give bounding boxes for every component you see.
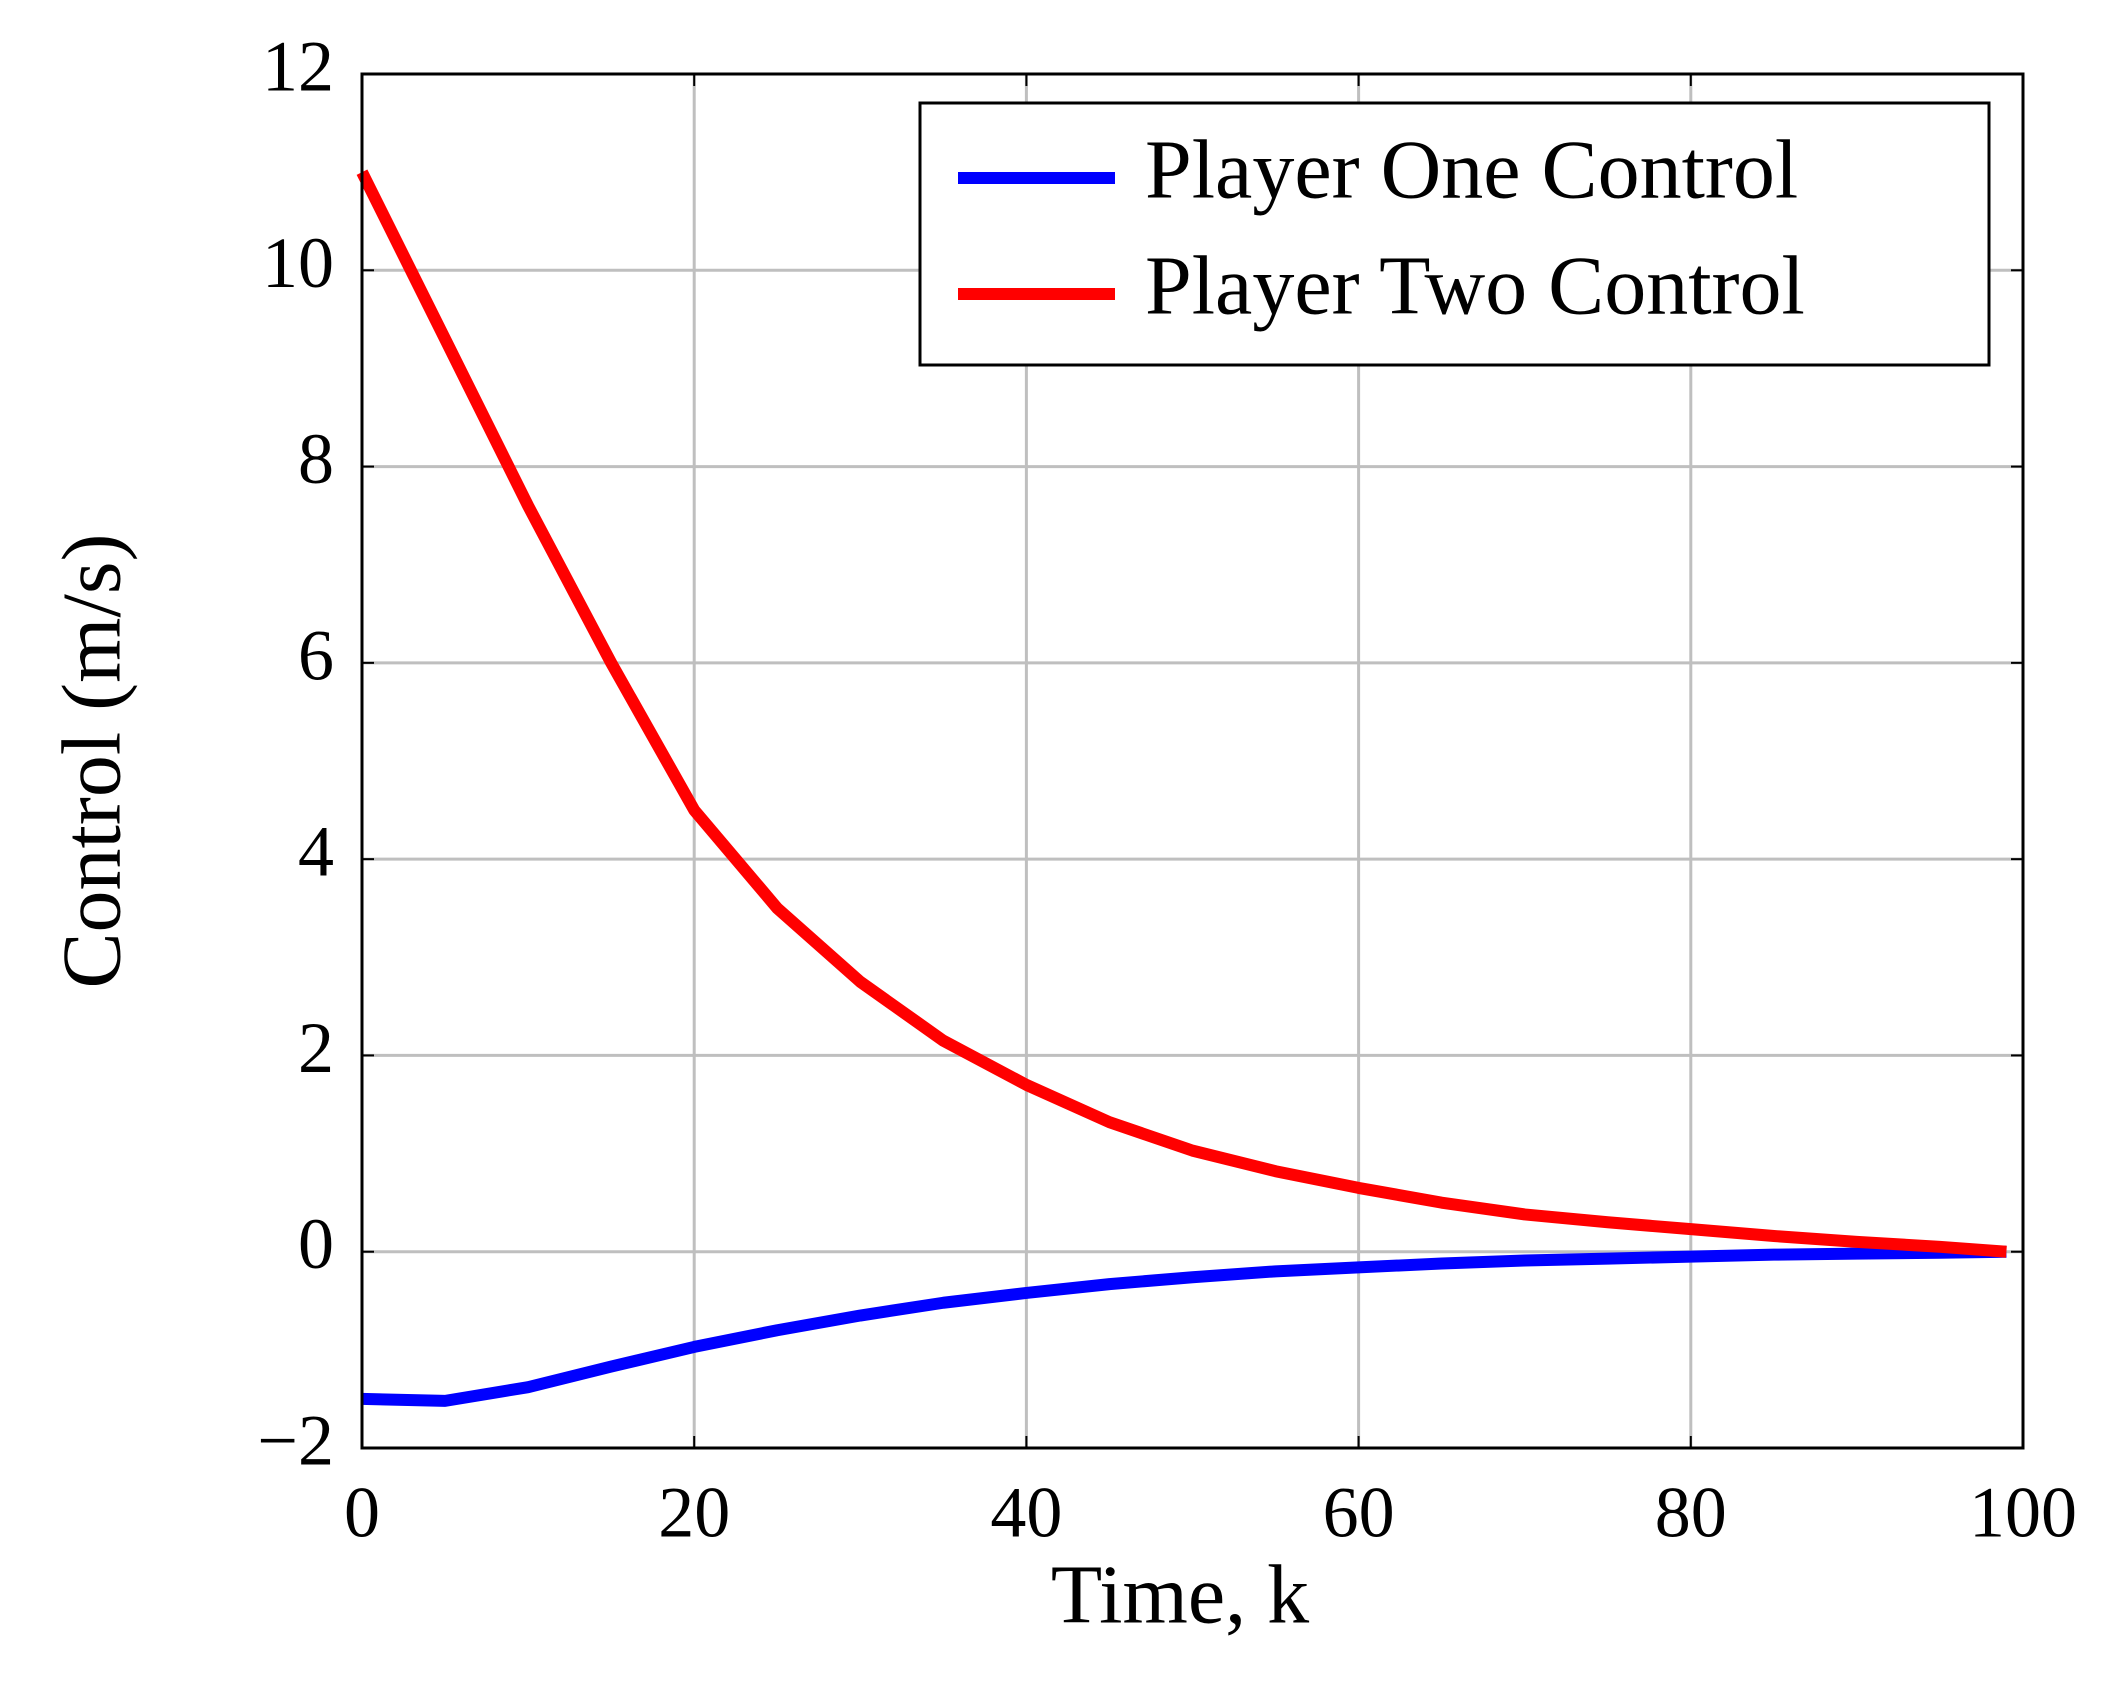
x-tick-label: 60 (1323, 1473, 1395, 1553)
series-line (361, 1245, 2007, 1407)
y-tick-label: 12 (262, 27, 334, 107)
y-tick-label: 2 (298, 1008, 334, 1088)
x-axis-label: Time, k (1051, 1548, 1309, 1641)
y-tick-label: −2 (257, 1401, 334, 1481)
x-tick-label: 20 (658, 1473, 730, 1553)
plot-frame (360, 72, 2025, 1450)
y-tick-label: 4 (298, 812, 334, 892)
y-tick-label: 0 (298, 1204, 334, 1284)
x-tick-label: 80 (1655, 1473, 1727, 1553)
legend-box (918, 101, 1991, 367)
x-tick-label: 40 (990, 1473, 1062, 1553)
y-tick-label: 8 (298, 419, 334, 499)
legend-label: Player One Control (1145, 123, 1798, 216)
x-tick-label: 100 (1969, 1473, 2077, 1553)
y-tick-label: 6 (298, 615, 334, 695)
x-tick-label: 0 (344, 1473, 380, 1553)
y-axis-label: Control (m/s) (45, 534, 138, 989)
y-tick-label: 10 (262, 223, 334, 303)
series-line (356, 169, 2007, 1258)
legend-label: Player Two Control (1145, 239, 1805, 332)
